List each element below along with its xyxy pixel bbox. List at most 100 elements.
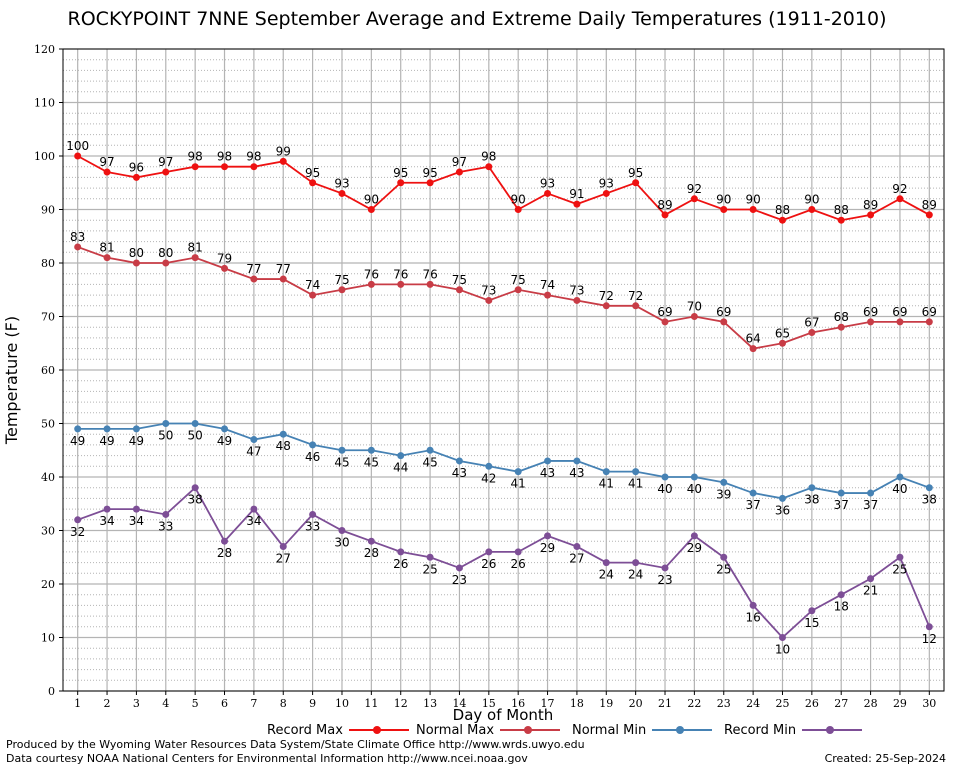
data-point <box>896 473 904 481</box>
data-point <box>485 462 493 470</box>
y-tick-label: 50 <box>41 418 55 431</box>
data-point <box>397 548 405 556</box>
data-point <box>191 254 199 262</box>
data-label: 92 <box>687 182 702 196</box>
data-label: 74 <box>305 278 320 292</box>
data-point <box>720 553 728 561</box>
data-point <box>309 179 317 187</box>
x-tick-label: 15 <box>482 697 496 710</box>
data-point <box>544 532 552 540</box>
data-label: 90 <box>716 193 731 207</box>
data-point <box>221 537 229 545</box>
data-label: 75 <box>452 273 467 287</box>
data-label: 26 <box>511 557 526 571</box>
data-point <box>309 291 317 299</box>
data-point <box>426 179 434 187</box>
data-point <box>485 296 493 304</box>
data-point <box>279 157 287 165</box>
legend-label: Normal Min <box>572 722 647 738</box>
data-label: 93 <box>599 176 614 190</box>
data-point <box>250 275 258 283</box>
data-point <box>896 195 904 203</box>
data-point <box>778 339 786 347</box>
data-label: 97 <box>99 155 114 169</box>
data-point <box>74 425 82 433</box>
data-point <box>720 478 728 486</box>
data-label: 34 <box>99 514 114 528</box>
data-label: 90 <box>511 193 526 207</box>
data-label: 40 <box>657 482 672 496</box>
data-label: 29 <box>687 541 702 555</box>
data-label: 43 <box>569 466 584 480</box>
data-label: 89 <box>863 198 878 212</box>
data-point <box>367 537 375 545</box>
data-point <box>514 468 522 476</box>
data-point <box>397 452 405 460</box>
data-label: 92 <box>892 182 907 196</box>
data-point <box>338 527 346 534</box>
data-point <box>749 345 757 353</box>
data-point <box>485 163 493 171</box>
data-point <box>279 543 287 551</box>
data-label: 39 <box>716 487 731 501</box>
data-label: 90 <box>745 193 760 207</box>
data-point <box>132 259 140 267</box>
data-label: 37 <box>834 498 849 512</box>
legend-normal-max: Normal Max <box>416 720 561 740</box>
data-label: 95 <box>393 166 408 180</box>
data-label: 91 <box>569 187 584 201</box>
data-label: 98 <box>246 150 261 164</box>
y-tick-label: 100 <box>34 150 55 163</box>
data-point <box>455 457 463 465</box>
data-point <box>279 430 287 438</box>
footer-courtesy: Data courtesy NOAA National Centers for … <box>6 752 528 765</box>
data-label: 50 <box>188 429 203 443</box>
data-label: 69 <box>892 305 907 319</box>
data-label: 46 <box>305 450 320 464</box>
data-point <box>602 468 610 476</box>
data-point <box>309 510 317 518</box>
data-point <box>544 189 552 197</box>
x-tick-label: 12 <box>394 697 408 710</box>
data-point <box>778 494 786 502</box>
data-point <box>367 280 375 288</box>
data-label: 33 <box>158 519 173 533</box>
data-label: 76 <box>393 267 408 281</box>
x-tick-label: 30 <box>922 697 936 710</box>
data-point <box>338 189 346 197</box>
data-point <box>426 280 434 288</box>
data-label: 75 <box>511 273 526 287</box>
data-label: 72 <box>599 289 614 303</box>
data-point <box>103 425 111 433</box>
data-label: 25 <box>716 562 731 576</box>
x-tick-label: 1 <box>74 697 81 710</box>
data-point <box>514 286 522 294</box>
series-normal-max <box>74 243 933 353</box>
data-point <box>455 168 463 176</box>
data-point <box>191 163 199 171</box>
data-label: 24 <box>599 568 614 582</box>
data-label: 26 <box>393 557 408 571</box>
data-label: 15 <box>804 616 819 630</box>
data-label: 74 <box>540 278 555 292</box>
data-label: 45 <box>422 455 437 469</box>
data-labels: 100 97 96 97 98 98 98 99 95 93 90 95 95 97 98 90 93 91 93 9… <box>66 139 937 657</box>
series-line <box>77 422 930 500</box>
data-point <box>103 254 111 262</box>
x-tick-label: 24 <box>746 697 760 710</box>
data-point <box>367 206 375 213</box>
data-label: 41 <box>511 477 526 491</box>
data-label: 99 <box>276 144 291 158</box>
y-tick-label: 30 <box>41 525 55 538</box>
x-tick-label: 19 <box>599 697 613 710</box>
data-label: 50 <box>158 429 173 443</box>
data-label: 32 <box>70 525 85 539</box>
series-record-max <box>74 152 933 224</box>
data-label: 98 <box>188 150 203 164</box>
footer-created: Created: 25-Sep-2024 <box>824 752 946 765</box>
x-tick-label: 18 <box>570 697 584 710</box>
data-point <box>690 313 698 320</box>
data-point <box>338 286 346 294</box>
data-label: 81 <box>188 241 203 255</box>
data-label: 25 <box>892 562 907 576</box>
